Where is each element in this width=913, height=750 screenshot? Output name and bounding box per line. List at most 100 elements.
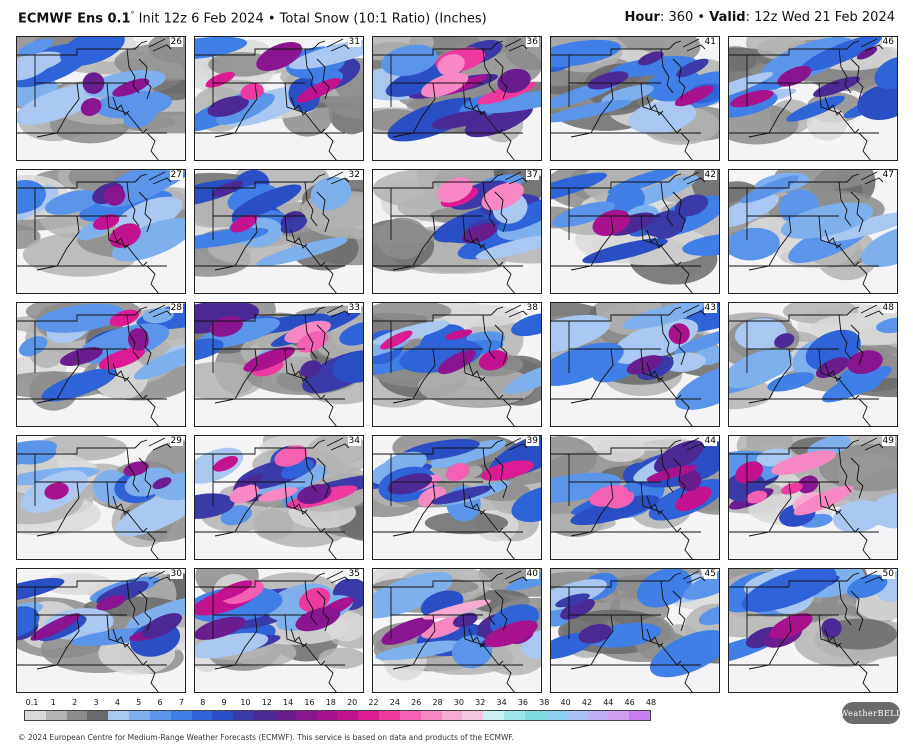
member-number: 45 <box>703 569 717 579</box>
ensemble-member-panel: 41 <box>550 36 720 161</box>
ensemble-member-panel: 27 <box>16 169 186 294</box>
member-number: 42 <box>703 170 717 180</box>
colorbar-swatch <box>295 711 317 720</box>
colorbar-tick-label: 30 <box>453 698 464 707</box>
weatherbell-logo: WeatherBELL <box>840 702 901 724</box>
member-number: 49 <box>881 436 895 446</box>
ensemble-member-panel: 43 <box>550 302 720 427</box>
colorbar-tick-label: 46 <box>624 698 635 707</box>
snowfall-map <box>551 303 719 426</box>
colorbar-swatch <box>254 711 275 720</box>
colorbar-swatch <box>483 711 505 720</box>
colorbar-tick-label: 14 <box>283 698 294 707</box>
member-number: 38 <box>525 303 539 313</box>
snowfall-map <box>373 170 541 293</box>
ensemble-member-panel: 28 <box>16 302 186 427</box>
snowfall-map <box>195 170 363 293</box>
colorbar-swatch <box>608 711 630 720</box>
map-title: ECMWF Ens 0.1° Init 12z 6 Feb 2024 • Tot… <box>18 10 487 26</box>
snowfall-map <box>17 569 185 692</box>
member-number: 35 <box>347 569 361 579</box>
snowfall-map <box>17 436 185 559</box>
ensemble-member-panel: 39 <box>372 435 542 560</box>
colorbar-tick-label: 12 <box>261 698 272 707</box>
colorbar-swatch <box>587 711 609 720</box>
colorbar-swatch <box>524 711 546 720</box>
snowfall-map <box>373 569 541 692</box>
colorbar-swatch <box>337 711 359 720</box>
colorbar-swatch <box>25 711 46 720</box>
colorbar-tick-label: 22 <box>368 698 379 707</box>
ensemble-member-panel: 45 <box>550 568 720 693</box>
colorbar-tick-label: 20 <box>347 698 358 707</box>
ensemble-member-panel: 44 <box>550 435 720 560</box>
hour-label: Hour <box>624 10 660 25</box>
colorbar-swatch <box>274 711 296 720</box>
colorbar-tick-label: 1 <box>50 698 56 707</box>
ensemble-member-panel: 29 <box>16 435 186 560</box>
ensemble-member-panel: 36 <box>372 36 542 161</box>
colorbar-swatch <box>358 711 380 720</box>
member-number: 30 <box>169 569 183 579</box>
ensemble-member-panel: 50 <box>728 568 898 693</box>
colorbar-tick-label: 26 <box>411 698 422 707</box>
colorbar-swatch <box>462 711 484 720</box>
member-number: 26 <box>169 37 183 47</box>
colorbar-labels: 0.1 1 2 3 4 5 6 7 8 9 10 12 14 16 18 20 22 24 26 28 30 32 34 36… <box>24 698 664 709</box>
snowfall-map <box>551 37 719 160</box>
member-number: 37 <box>525 170 539 180</box>
init-description: Init 12z 6 Feb 2024 • Total Snow (10:1 R… <box>138 11 487 27</box>
ensemble-member-panel: 46 <box>728 36 898 161</box>
colorbar-tick-label: 9 <box>221 698 227 707</box>
member-number: 31 <box>347 37 361 47</box>
colorbar-swatch <box>233 711 255 720</box>
snowfall-map <box>729 436 897 559</box>
ensemble-member-panel: 30 <box>16 568 186 693</box>
colorbar-tick-label: 32 <box>475 698 486 707</box>
model-resolution-unit: ° <box>130 10 135 19</box>
member-number: 43 <box>703 303 717 313</box>
snowfall-map <box>195 303 363 426</box>
colorbar-swatch <box>87 711 109 720</box>
member-number: 44 <box>703 436 717 446</box>
colorbar-tick-label: 6 <box>157 698 163 707</box>
ensemble-member-panel: 37 <box>372 169 542 294</box>
member-number: 34 <box>347 436 361 446</box>
member-number: 33 <box>347 303 361 313</box>
colorbar-swatch <box>45 711 67 720</box>
ensemble-member-grid: 26 31 36 41 46 27 32 37 42 47 28 33 38 43 48 29 34 39 44 49… <box>16 36 898 697</box>
colorbar-swatch <box>129 711 150 720</box>
snowfall-map <box>195 569 363 692</box>
colorbar-tick-label: 36 <box>517 698 529 707</box>
colorbar-tick-label: 3 <box>93 698 99 707</box>
snowfall-map <box>373 37 541 160</box>
colorbar-swatch <box>66 711 88 720</box>
colorbar-swatch <box>420 711 442 720</box>
ensemble-member-panel: 42 <box>550 169 720 294</box>
valid-label: Valid <box>709 10 746 25</box>
colorbar-swatch <box>545 711 567 720</box>
snowfall-map <box>551 569 719 692</box>
ensemble-member-panel: 26 <box>16 36 186 161</box>
valid-time: Hour: 360 • Valid: 12z Wed 21 Feb 2024 <box>624 10 895 25</box>
snowfall-map <box>729 37 897 160</box>
member-number: 28 <box>169 303 183 313</box>
ensemble-member-panel: 31 <box>194 36 364 161</box>
colorbar-swatches <box>24 710 651 721</box>
member-number: 39 <box>525 436 539 446</box>
ensemble-member-panel: 49 <box>728 435 898 560</box>
colorbar-tick-label: 16 <box>304 698 315 707</box>
member-number: 50 <box>881 569 895 579</box>
member-number: 40 <box>525 569 539 579</box>
snowfall-map <box>373 303 541 426</box>
member-number: 27 <box>169 170 183 180</box>
colorbar-tick-label: 10 <box>240 698 251 707</box>
ensemble-member-panel: 40 <box>372 568 542 693</box>
snowfall-map <box>729 303 897 426</box>
colorbar-tick-label: 38 <box>539 698 550 707</box>
snowfall-map <box>373 436 541 559</box>
colorbar-swatch <box>316 711 338 720</box>
colorbar-swatch <box>379 711 400 720</box>
colorbar-swatch <box>629 711 650 720</box>
ensemble-member-panel: 32 <box>194 169 364 294</box>
